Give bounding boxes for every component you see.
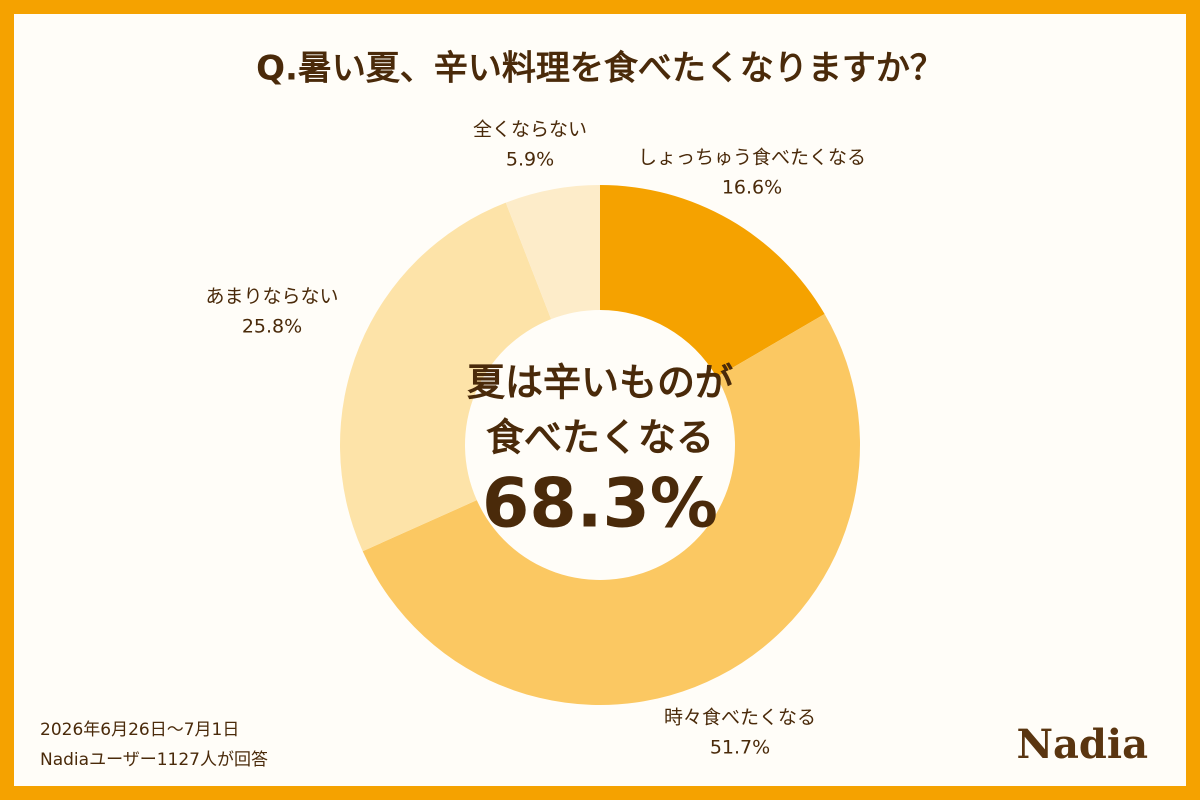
center-text: 食べたくなる xyxy=(486,416,714,460)
value-label: 5.9% xyxy=(506,149,554,171)
category-label: あまりならない xyxy=(205,286,338,308)
donut-slice xyxy=(340,202,552,552)
category-label: 全くならない xyxy=(473,119,587,141)
footnote: 2026年6月26日～7月1日 xyxy=(40,720,239,740)
footnote: Nadiaユーザー1127人が回答 xyxy=(40,750,268,770)
value-label: 16.6% xyxy=(722,177,782,199)
donut-slice xyxy=(505,185,600,320)
chart-title: Q.暑い夏、辛い料理を食べたくなりますか？ xyxy=(256,49,944,89)
value-label: 25.8% xyxy=(242,316,302,338)
center-value: 68.3% xyxy=(482,465,718,544)
donut-slice xyxy=(362,314,860,705)
logo: Nadia xyxy=(1016,721,1148,768)
center-text: 夏は辛いものが xyxy=(467,361,733,405)
category-label: しょっちゅう食べたくなる xyxy=(638,147,866,169)
category-label: 時々食べたくなる xyxy=(664,707,816,729)
value-label: 51.7% xyxy=(710,737,770,759)
donut-slice xyxy=(600,185,825,378)
